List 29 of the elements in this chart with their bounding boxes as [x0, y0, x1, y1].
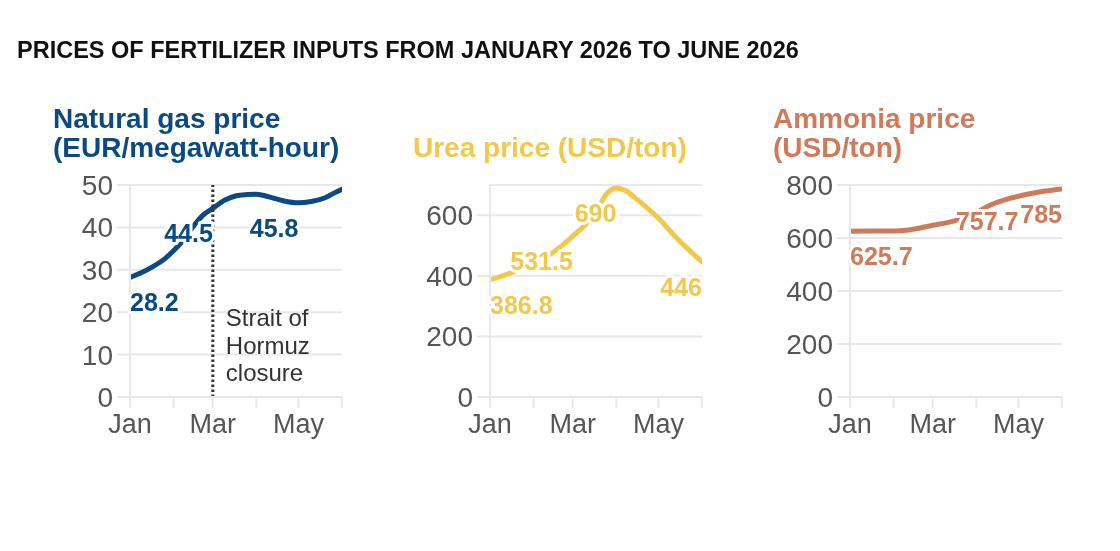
x-tick-label: Mar — [549, 409, 597, 440]
data-label: 386.8 — [490, 290, 553, 319]
chart-title: Ammonia price (USD/ton) — [773, 102, 977, 163]
y-tick-label: 10 — [81, 339, 113, 371]
x-tick-label: May — [992, 409, 1045, 440]
y-tick-label: 400 — [786, 275, 833, 307]
ref-line-label: Strait of Hormuz closure — [225, 304, 310, 386]
y-tick-label: 40 — [81, 212, 113, 244]
y-tick-label: 50 — [81, 169, 113, 201]
chart-title: Natural gas price (EUR/megawatt-hour) — [53, 102, 341, 163]
y-tick-label: 200 — [426, 321, 473, 353]
x-tick-label: May — [272, 409, 325, 440]
y-tick-label: 600 — [426, 200, 473, 232]
data-label: 785 — [1020, 199, 1063, 228]
y-tick-label: 20 — [81, 297, 113, 329]
x-tick-label: Mar — [909, 409, 957, 440]
data-label: 28.2 — [130, 288, 179, 317]
data-label: 625.7 — [850, 242, 913, 271]
y-tick-label: 800 — [786, 169, 833, 201]
text: PRICES OF FERTILIZER INPUTS FROM JANUARY 2026 TO JUNE 2026 — [17, 37, 800, 64]
y-tick-label: 400 — [426, 260, 473, 292]
data-label: 446 — [660, 272, 702, 301]
y-tick-label: 200 — [786, 328, 833, 360]
data-label: 45.8 — [249, 213, 299, 242]
x-tick-label: Mar — [189, 409, 237, 440]
x-tick-label: May — [632, 409, 685, 440]
y-tick-label: 600 — [786, 222, 833, 254]
chart-title: Urea price (USD/ton) — [413, 131, 688, 163]
y-tick-label: 30 — [81, 254, 113, 286]
